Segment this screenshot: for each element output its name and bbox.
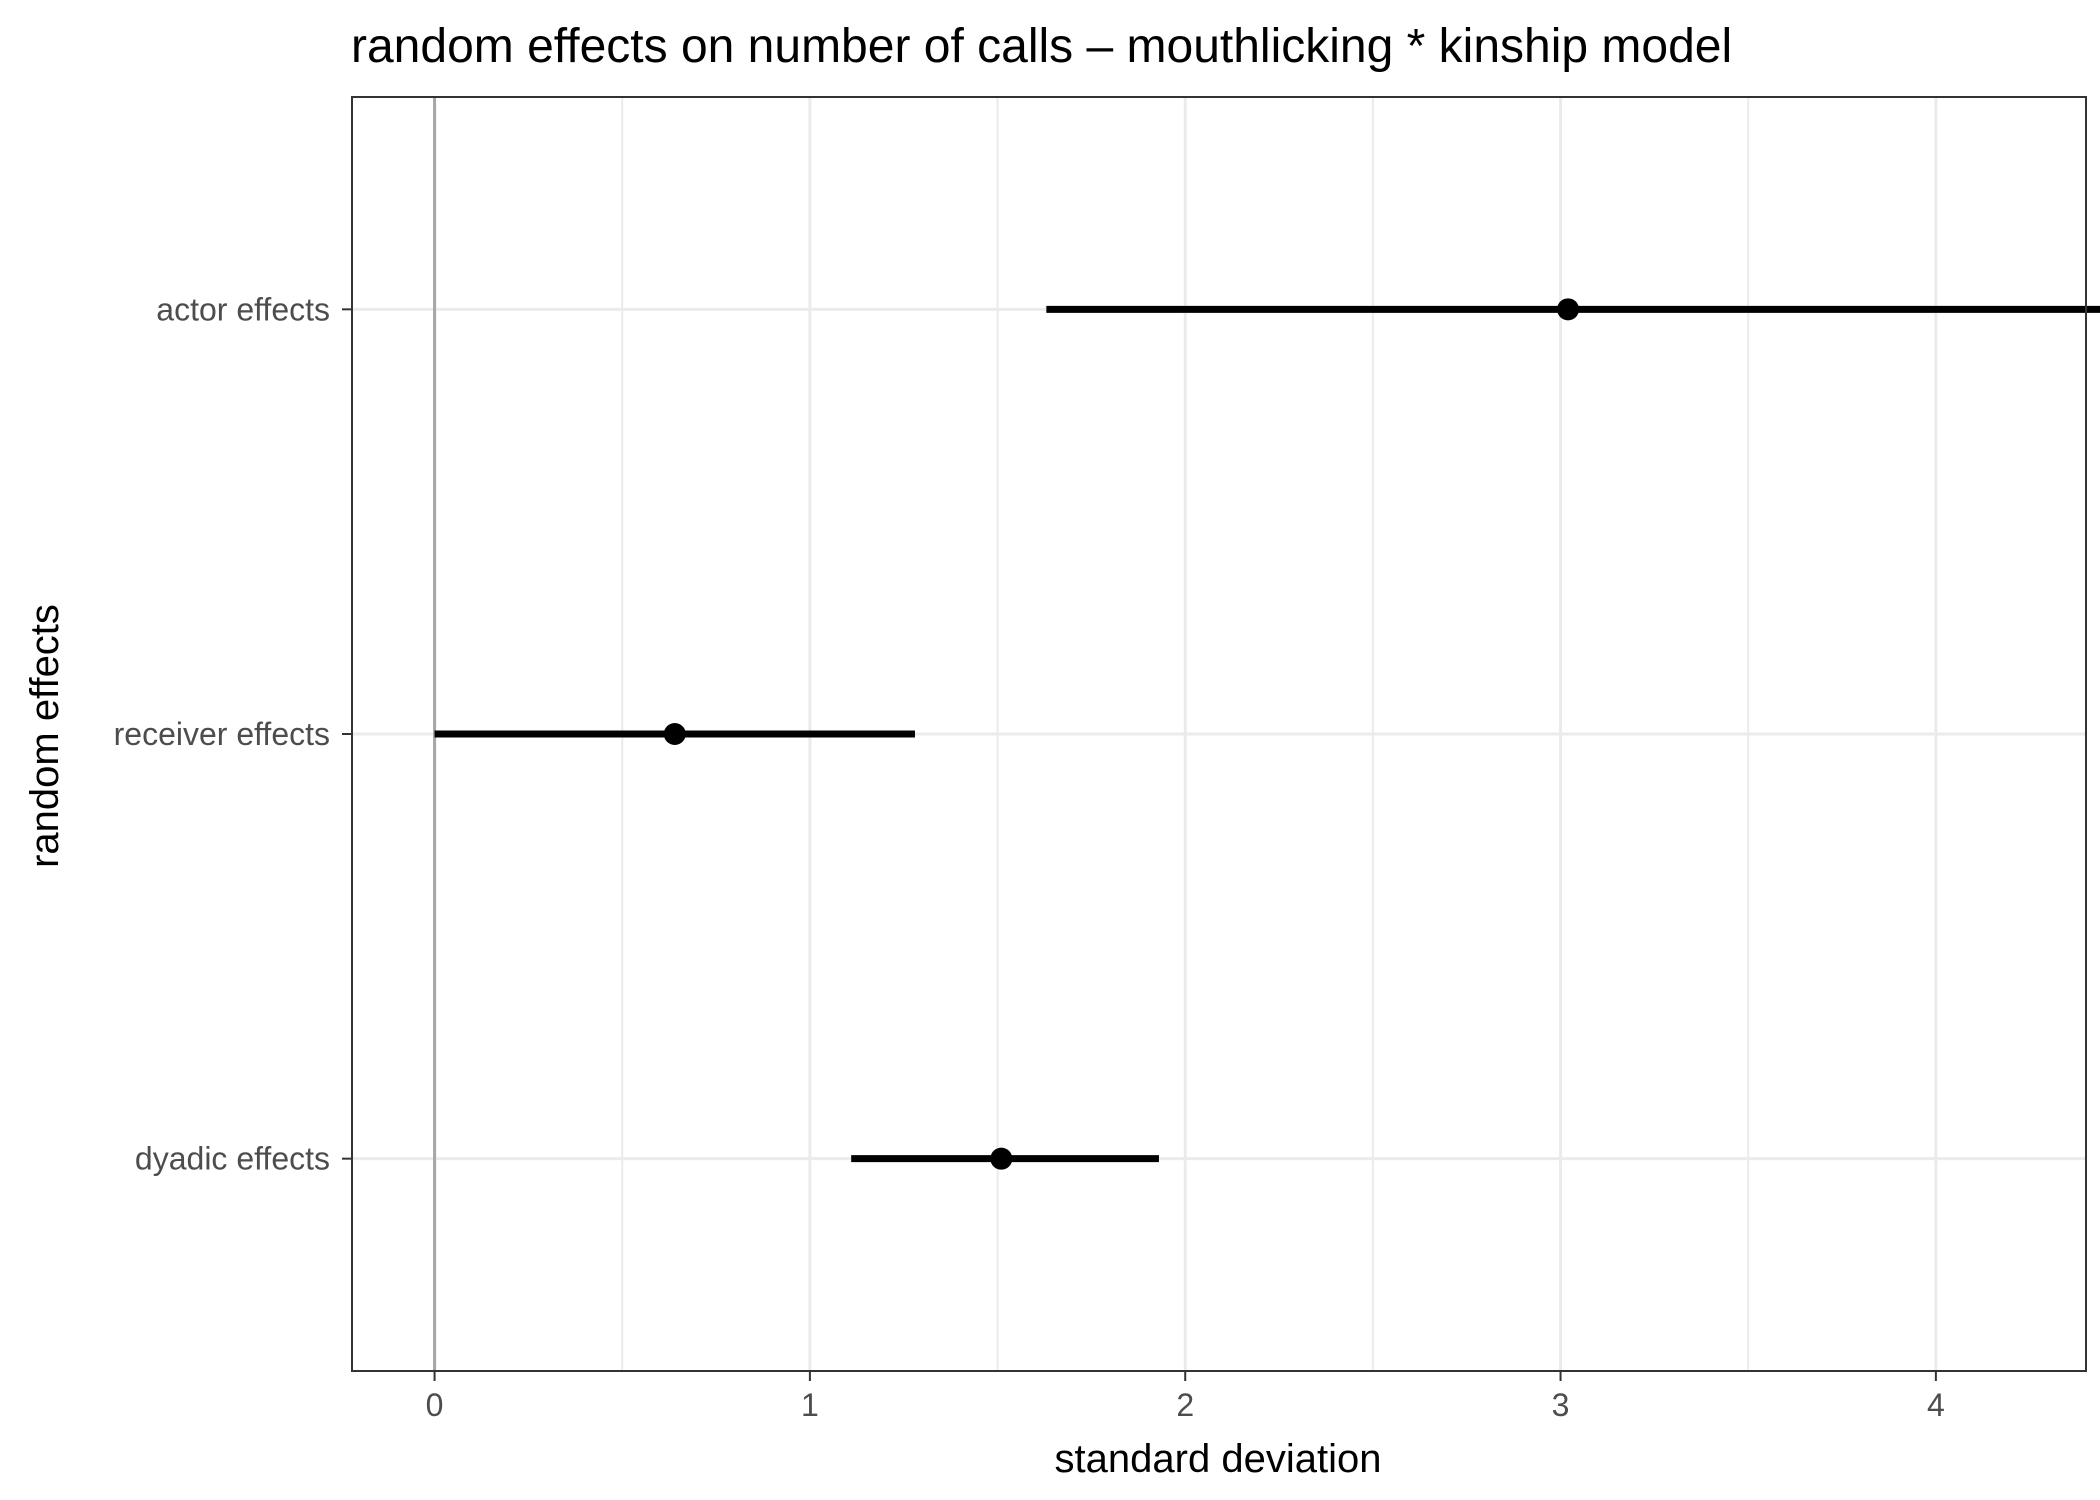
chart-title: random effects on number of calls – mout…	[351, 20, 1732, 73]
x-axis-title: standard deviation	[1055, 1437, 1382, 1481]
y-axis-title: random effects	[23, 604, 67, 868]
point-receiver-effects	[663, 723, 686, 745]
x-axis-ticks: 0 1 2 3 4	[426, 1371, 1945, 1423]
y-tick-label: receiver effects	[114, 716, 330, 752]
x-tick-label: 3	[1552, 1387, 1570, 1423]
x-tick-label: 0	[426, 1387, 444, 1423]
y-tick-label: actor effects	[156, 291, 330, 327]
x-tick-label: 4	[1927, 1387, 1945, 1423]
x-tick-label: 1	[801, 1387, 819, 1423]
y-axis-ticks: actor effects receiver effects dyadic effe…	[114, 291, 352, 1177]
point-ranges	[434, 298, 2100, 1170]
point-actor-effects	[1557, 298, 1580, 321]
point-dyadic-effects	[990, 1147, 1013, 1170]
x-tick-label: 2	[1176, 1387, 1194, 1423]
y-tick-label: dyadic effects	[135, 1141, 330, 1177]
